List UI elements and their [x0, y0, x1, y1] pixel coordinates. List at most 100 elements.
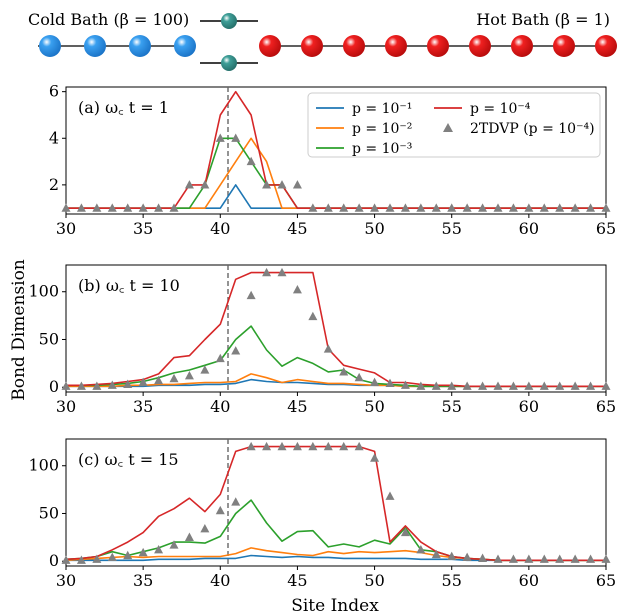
- y-tick-label: 0: [49, 377, 59, 396]
- x-tick-label: 60: [519, 219, 539, 238]
- tdvp-marker: [447, 203, 457, 212]
- tdvp-marker: [354, 441, 364, 451]
- tdvp-marker: [61, 555, 71, 564]
- tdvp-marker: [555, 203, 565, 212]
- tdvp-marker: [524, 203, 534, 212]
- tdvp-marker: [154, 544, 164, 554]
- x-tick-label: 50: [364, 219, 384, 238]
- x-axis-label: Site Index: [291, 596, 379, 614]
- cold-bath-site: [84, 35, 106, 57]
- tdvp-marker: [215, 505, 225, 515]
- tdvp-marker: [231, 346, 241, 355]
- tdvp-marker: [277, 267, 287, 277]
- legend-label: p = 10⁻³: [352, 141, 412, 157]
- tdvp-marker: [586, 381, 596, 390]
- hot-bath-site: [301, 35, 323, 57]
- x-tick-label: 65: [596, 571, 616, 590]
- tdvp-marker: [277, 441, 287, 451]
- panel-label: (b) ω꜀ t = 10: [78, 276, 180, 295]
- tdvp-marker: [76, 381, 86, 390]
- legend-label: p = 10⁻⁴: [470, 101, 531, 117]
- tdvp-marker: [508, 381, 518, 390]
- tdvp-marker: [385, 378, 395, 388]
- tdvp-marker: [76, 555, 86, 564]
- series-line: [66, 184, 606, 209]
- tdvp-marker: [339, 203, 349, 212]
- tdvp-marker: [586, 203, 596, 212]
- y-tick-label: 50: [39, 329, 59, 348]
- tdvp-marker: [462, 203, 472, 212]
- tdvp-marker: [524, 554, 534, 563]
- tdvp-marker: [92, 554, 102, 563]
- tdvp-marker: [123, 379, 133, 388]
- tdvp-marker: [138, 377, 148, 387]
- tdvp-marker: [431, 549, 441, 559]
- tdvp-marker: [478, 203, 488, 212]
- plot-frame: [65, 86, 607, 215]
- tdvp-marker: [601, 203, 611, 212]
- x-tick-label: 35: [133, 397, 153, 416]
- tdvp-marker: [200, 523, 210, 533]
- x-tick-label: 45: [287, 571, 307, 590]
- x-tick-label: 35: [133, 219, 153, 238]
- x-tick-label: 30: [56, 397, 76, 416]
- tdvp-marker: [138, 547, 148, 557]
- tdvp-marker: [493, 554, 503, 563]
- tdvp-marker: [478, 381, 488, 390]
- tdvp-marker: [478, 553, 488, 562]
- tdvp-marker: [92, 381, 102, 390]
- tdvp-marker: [231, 133, 241, 142]
- tdvp-marker: [462, 381, 472, 390]
- tdvp-marker: [61, 203, 71, 212]
- x-tick-label: 55: [442, 397, 462, 416]
- hot-bath-site: [511, 35, 533, 57]
- tdvp-marker: [215, 133, 225, 142]
- tdvp-marker: [292, 285, 302, 294]
- tdvp-marker: [431, 381, 441, 390]
- legend-marker: [443, 123, 453, 132]
- tdvp-marker: [169, 203, 179, 212]
- y-tick-label: 0: [49, 551, 59, 570]
- tdvp-marker: [370, 377, 380, 387]
- tdvp-marker: [154, 375, 164, 385]
- x-tick-label: 55: [442, 219, 462, 238]
- tdvp-marker: [246, 441, 256, 451]
- tdvp-marker: [200, 180, 210, 189]
- tdvp-marker: [354, 203, 364, 212]
- system-site-lower: [221, 55, 237, 71]
- legend-label: 2TDVP (p = 10⁻⁴): [470, 121, 595, 137]
- tdvp-marker: [262, 180, 272, 189]
- hot-bath-site: [343, 35, 365, 57]
- panel-b: 30 35 40 45 50 55 60 65 0 50 100 (b) ω꜀ t = 10: [28, 264, 616, 416]
- legend-label: p = 10⁻¹: [352, 101, 412, 117]
- tdvp-marker: [200, 365, 210, 374]
- tdvp-marker: [138, 203, 148, 212]
- tdvp-marker: [416, 203, 426, 212]
- hot-bath-site: [385, 35, 407, 57]
- y-tick-label: 50: [39, 503, 59, 522]
- tdvp-marker: [184, 532, 194, 541]
- x-tick-label: 65: [596, 219, 616, 238]
- tdvp-marker: [370, 453, 380, 462]
- y-tick-label: 100: [28, 456, 59, 475]
- tdvp-marker: [570, 203, 580, 212]
- tdvp-marker: [508, 203, 518, 212]
- tdvp-marker: [292, 180, 302, 189]
- system-site-upper: [221, 13, 237, 29]
- cold-bath-site: [129, 35, 151, 57]
- plot-frame: [65, 264, 607, 393]
- tdvp-marker: [246, 290, 256, 300]
- tdvp-marker: [308, 441, 318, 451]
- x-tick-label: 65: [596, 397, 616, 416]
- tdvp-marker: [323, 344, 333, 353]
- tdvp-marker: [601, 554, 611, 563]
- tdvp-marker: [447, 381, 457, 390]
- tdvp-marker: [76, 203, 86, 212]
- tdvp-marker: [61, 381, 71, 390]
- tdvp-marker: [92, 203, 102, 212]
- tdvp-marker: [508, 554, 518, 563]
- tdvp-marker: [462, 552, 472, 562]
- tdvp-marker: [184, 370, 194, 380]
- plot-frame: [65, 438, 607, 567]
